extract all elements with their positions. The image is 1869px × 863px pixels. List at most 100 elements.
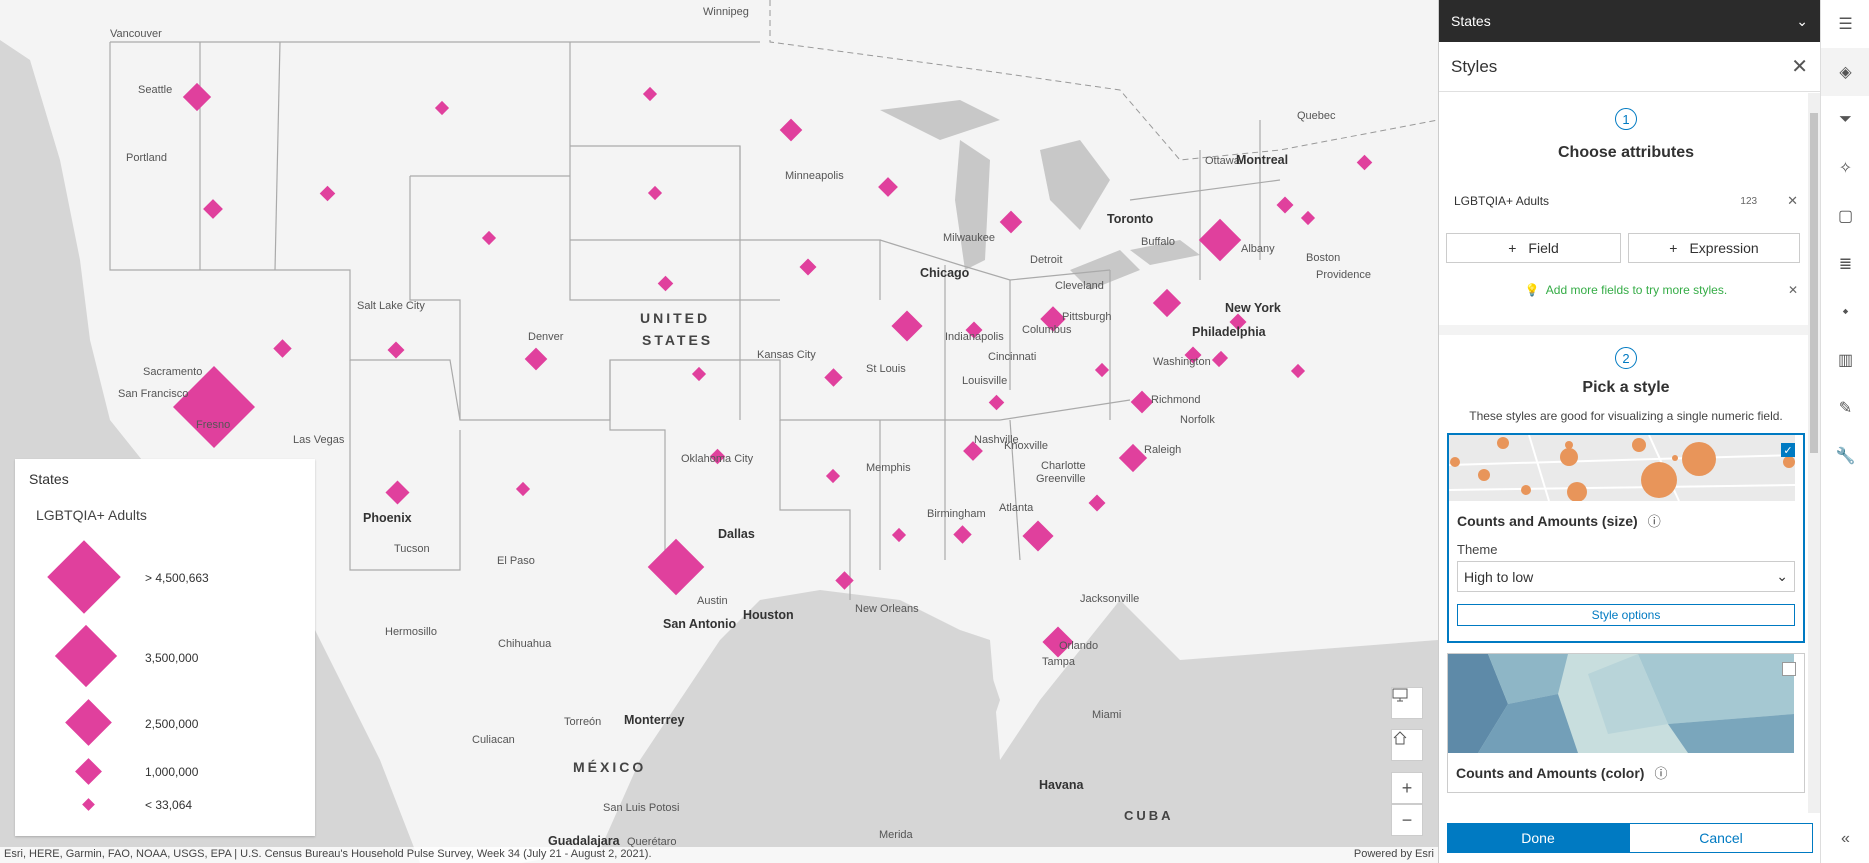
city-label: New Orleans [855,603,919,615]
city-label: Greenville [1036,473,1086,485]
sliders-icon: ☰ [1838,16,1853,33]
cancel-button[interactable]: Cancel [1629,823,1813,853]
city-label: Las Vegas [293,434,345,446]
layer-header[interactable]: States ⌄ [1439,0,1820,42]
plus-icon: + [1508,240,1517,256]
city-label: Austin [697,595,728,607]
charts-tool[interactable]: ▥ [1821,336,1869,384]
style-color-checkbox[interactable] [1782,662,1796,676]
city-label: Phoenix [363,511,412,525]
step-pick-style: 2 Pick a style These styles are good for… [1439,335,1813,813]
style-card-color[interactable]: Counts and Amounts (color) ⓘ [1447,653,1805,793]
legend-title: States [29,471,69,487]
step-2-title: Pick a style [1582,379,1670,396]
city-label: Oklahoma City [681,453,754,465]
configure-tool[interactable]: 🔧 [1821,432,1869,480]
step-choose-attributes: 1 Choose attributes LGBTQIA+ Adults 123 … [1439,93,1813,325]
zoom-out-button[interactable]: − [1391,804,1423,836]
city-label: Cincinnati [988,351,1037,363]
styles-tool[interactable]: ◈ [1821,48,1869,96]
panel-scrollbar[interactable] [1808,93,1820,813]
city-label: Montreal [1236,153,1289,167]
filter-icon: ⏷ [1839,111,1852,128]
remove-attribute-icon[interactable]: ✕ [1787,193,1798,208]
city-label: Jacksonville [1080,593,1140,605]
sketch-tool[interactable]: ✎ [1821,384,1869,432]
card-size-title-row: Counts and Amounts (size) ⓘ [1449,501,1803,530]
info-icon[interactable]: ⓘ [1647,514,1661,529]
done-button[interactable]: Done [1447,823,1629,853]
country-label-mexico: MÉXICO [573,759,647,775]
home-button[interactable] [1391,729,1423,761]
plus-icon: + [1401,777,1413,798]
powered-by[interactable]: Powered by Esri [1353,848,1434,860]
legend-label-2: 3,500,000 [145,651,199,665]
city-label: Orlando [1059,640,1099,652]
city-label: Providence [1316,269,1372,281]
legend-panel: States LGBTQIA+ Adults > 4,500,663 3,500… [15,459,315,836]
city-label: Denver [528,331,564,343]
style-options-button[interactable]: Style options [1457,604,1795,626]
city-label: Richmond [1151,394,1201,406]
city-label: Tampa [1042,656,1076,668]
tool-strip: ☰ ◈ ⏷ ✧ ▢ ≣ ⬩ ▥ ✎ 🔧 « [1820,0,1869,863]
labels-tool[interactable]: ⬩ [1821,288,1869,336]
city-label: Cleveland [1055,280,1104,292]
chevron-down-icon[interactable]: ⌄ [1796,12,1808,29]
city-label: Louisville [962,375,1008,387]
legend-diamond-5 [82,798,95,811]
theme-label: Theme [1457,542,1498,557]
city-label: Seattle [138,84,173,96]
city-label: El Paso [497,555,535,567]
city-label: Torreón [564,716,602,728]
city-label: Kansas City [757,349,816,361]
city-label: Atlanta [999,502,1034,514]
legend-diamond-3 [65,699,112,746]
theme-select[interactable]: High to low ⌄ [1457,561,1795,592]
styles-scroll-area[interactable]: 1 Choose attributes LGBTQIA+ Adults 123 … [1439,93,1821,813]
city-label: San Francisco [118,388,189,400]
city-label: Miami [1092,709,1122,721]
add-field-button[interactable]: + Field [1446,233,1621,263]
card-size-title: Counts and Amounts (size) [1457,512,1638,529]
effects-tool[interactable]: ✧ [1821,144,1869,192]
attribute-row[interactable]: LGBTQIA+ Adults 123 ✕ [1454,193,1798,209]
style-card-size[interactable]: ✓ Counts and Amounts (size) ⓘ Theme High… [1447,433,1805,643]
popups-tool[interactable]: ▢ [1821,192,1869,240]
add-expression-button[interactable]: + Expression [1628,233,1800,263]
city-label: Knoxville [1004,440,1049,452]
info-icon[interactable]: ⓘ [1654,766,1668,781]
popup-icon: ▢ [1837,208,1854,225]
zoom-in-button[interactable]: + [1391,772,1423,804]
number-type-icon: 123 [1740,195,1758,207]
step-2-description: These styles are good for visualizing a … [1469,409,1783,423]
scrollbar-thumb[interactable] [1810,113,1818,453]
filter-tool[interactable]: ⏷ [1821,96,1869,144]
check-icon: ✓ [1783,444,1793,457]
collapse-tool[interactable]: « [1821,815,1869,863]
hint-notice: 💡 Add more fields to try more styles. [1439,283,1813,297]
chart-icon: ▥ [1837,352,1854,369]
legend-label-4: 1,000,000 [145,765,199,779]
map-attribution: Esri, HERE, Garmin, FAO, NOAA, USGS, EPA… [0,847,1438,863]
styles-title: Styles [1451,56,1498,76]
style-size-checkbox[interactable]: ✓ [1781,443,1795,457]
dismiss-hint-icon[interactable]: ✕ [1787,283,1798,297]
city-label: Portland [126,152,167,164]
fullscreen-button[interactable] [1391,687,1423,719]
map-view[interactable]: Vancouver Winnipeg Seattle Portland Quebec Ot… [0,0,1438,863]
close-icon[interactable]: ✕ [1791,56,1808,78]
styles-title-bar: Styles ✕ [1439,42,1820,92]
city-label: San Luis Potosi [603,802,680,814]
properties-tool[interactable]: ☰ [1821,0,1869,48]
city-label: Havana [1039,778,1084,792]
wrench-icon: 🔧 [1835,448,1856,465]
layer-title: States [1451,13,1491,29]
step-2-badge: 2 [1615,347,1637,369]
chevron-down-icon: ⌄ [1776,568,1788,584]
city-label: Boston [1306,252,1341,264]
fields-tool[interactable]: ≣ [1821,240,1869,288]
label-icon: ⬩ [1842,303,1849,320]
attribute-name: LGBTQIA+ Adults [1454,194,1550,208]
